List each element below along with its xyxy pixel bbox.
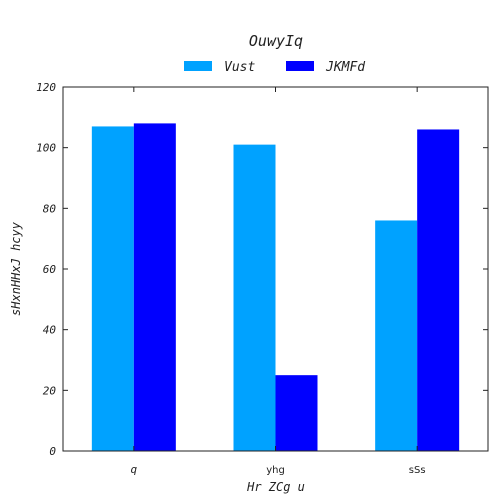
chart-title: OuwyIq bbox=[249, 32, 303, 50]
legend-label-vust: Vust bbox=[224, 60, 255, 75]
y-tick-label: 60 bbox=[43, 263, 57, 276]
legend: Vust JKMFd bbox=[184, 60, 365, 75]
legend-swatch-jkmfd bbox=[286, 61, 314, 71]
y-tick-label: 40 bbox=[43, 324, 57, 337]
bar-jkmfd-q bbox=[133, 123, 176, 452]
bars bbox=[91, 123, 460, 452]
y-axis: 0 20 40 60 80 100 120 bbox=[36, 81, 488, 458]
bar-vust-yhg bbox=[233, 144, 276, 451]
bar-jkmfd-yhg bbox=[275, 375, 318, 451]
bar-jkmfd-sss bbox=[417, 129, 460, 451]
x-tick-label: q bbox=[131, 463, 138, 476]
x-tick-label: sSs bbox=[409, 465, 426, 476]
y-tick-label: 120 bbox=[36, 81, 56, 94]
y-tick-label: 0 bbox=[49, 445, 56, 458]
x-tick-label: yhg bbox=[266, 465, 285, 476]
y-tick-label: 20 bbox=[43, 384, 57, 397]
y-axis-label: sHxnHHxJ hcyy bbox=[9, 221, 23, 316]
x-axis-label: Hr ZCg u bbox=[246, 480, 305, 494]
y-tick-label: 100 bbox=[36, 142, 56, 155]
bar-vust-sss bbox=[375, 220, 418, 451]
legend-label-jkmfd: JKMFd bbox=[325, 60, 365, 75]
bar-vust-q bbox=[91, 126, 134, 451]
y-tick-label: 80 bbox=[43, 202, 57, 215]
x-axis: q yhg sSs bbox=[131, 87, 426, 476]
legend-swatch-vust bbox=[184, 61, 212, 71]
